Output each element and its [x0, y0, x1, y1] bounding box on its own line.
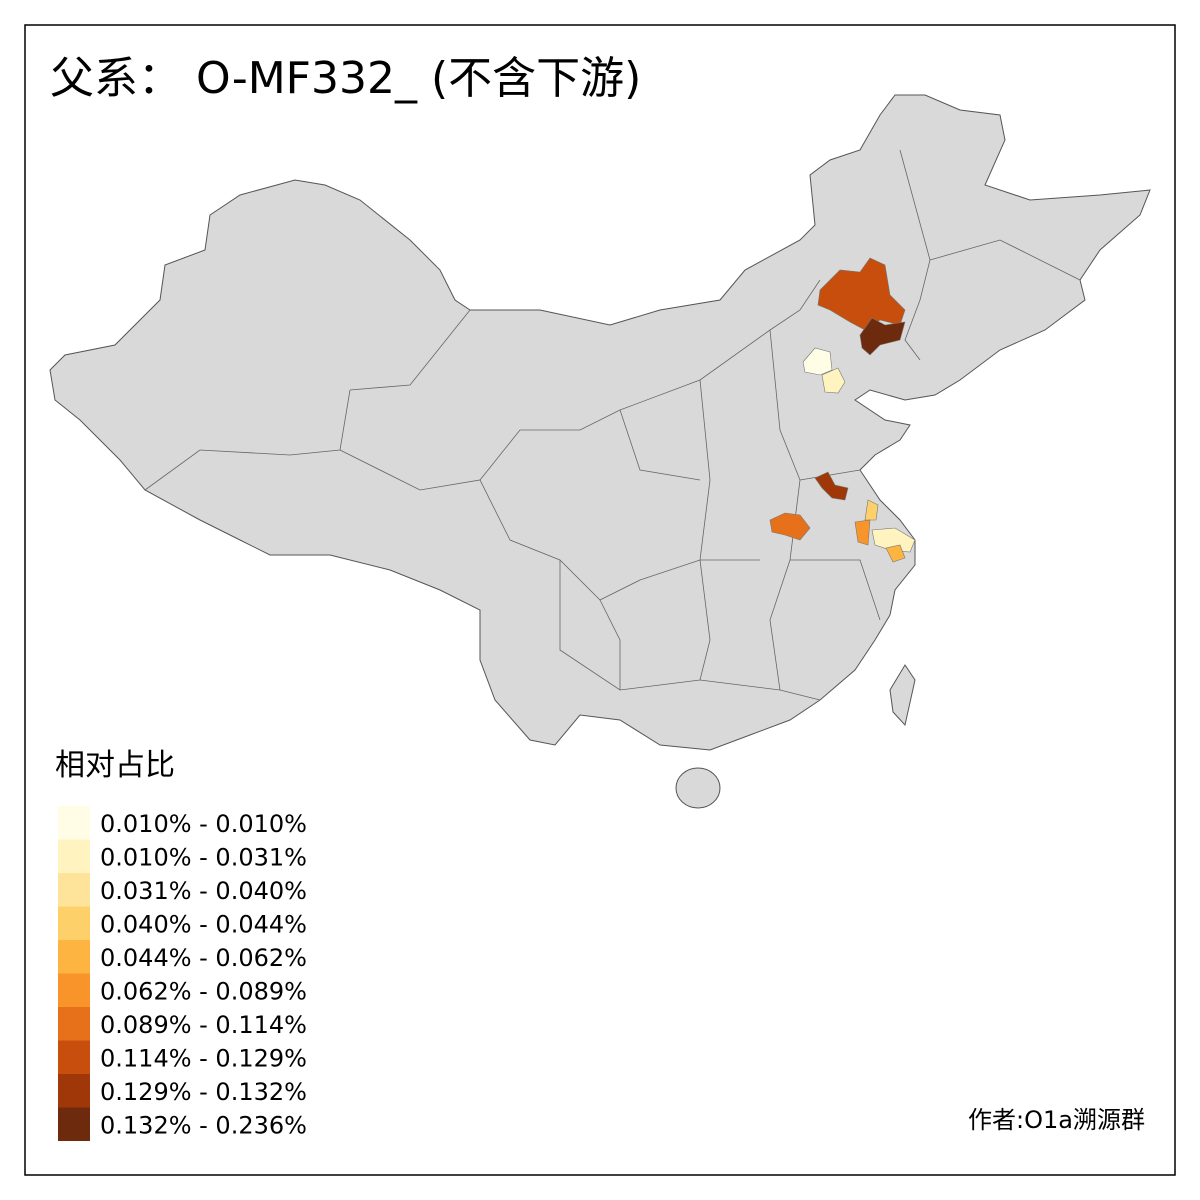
legend-swatch [58, 1074, 90, 1108]
region [864, 499, 879, 521]
region [859, 317, 906, 356]
legend-label: 0.010% - 0.031% [100, 844, 307, 872]
legend-swatch [58, 1040, 90, 1074]
legend-swatch [58, 906, 90, 940]
map-title: 父系： O-MF332_ (不含下游) [50, 53, 641, 104]
region [885, 544, 906, 563]
colored-regions [769, 257, 916, 563]
region [769, 512, 811, 541]
legend-swatch [58, 806, 90, 840]
region [871, 527, 916, 553]
china-map [49, 94, 1151, 809]
legend-label: 0.040% - 0.044% [100, 911, 307, 939]
province-borders [144, 149, 1081, 701]
legend-swatch [58, 839, 90, 873]
region [817, 257, 906, 331]
legend: 0.010% - 0.010% 0.010% - 0.031% 0.031% - 0… [58, 806, 307, 1141]
legend-label: 0.062% - 0.089% [100, 978, 307, 1006]
legend-swatch [58, 940, 90, 974]
credit: 作者:O1a溯源群 [968, 1106, 1145, 1134]
mainland [49, 94, 1151, 751]
region [854, 519, 871, 546]
legend-label: 0.129% - 0.132% [100, 1078, 307, 1106]
legend-label: 0.089% - 0.114% [100, 1011, 307, 1039]
legend-label: 0.132% - 0.236% [100, 1112, 307, 1140]
legend-swatch [58, 873, 90, 907]
legend-swatch [58, 1107, 90, 1141]
region [814, 471, 849, 501]
legend-title: 相对占比 [55, 748, 175, 783]
region [821, 367, 846, 394]
hainan [675, 767, 721, 809]
legend-label: 0.114% - 0.129% [100, 1045, 307, 1073]
legend-label: 0.044% - 0.062% [100, 944, 307, 972]
legend-swatch [58, 973, 90, 1007]
taiwan [889, 664, 916, 727]
legend-swatch [58, 1007, 90, 1041]
legend-label: 0.031% - 0.040% [100, 877, 307, 905]
region [802, 347, 833, 376]
legend-label: 0.010% - 0.010% [100, 810, 307, 838]
